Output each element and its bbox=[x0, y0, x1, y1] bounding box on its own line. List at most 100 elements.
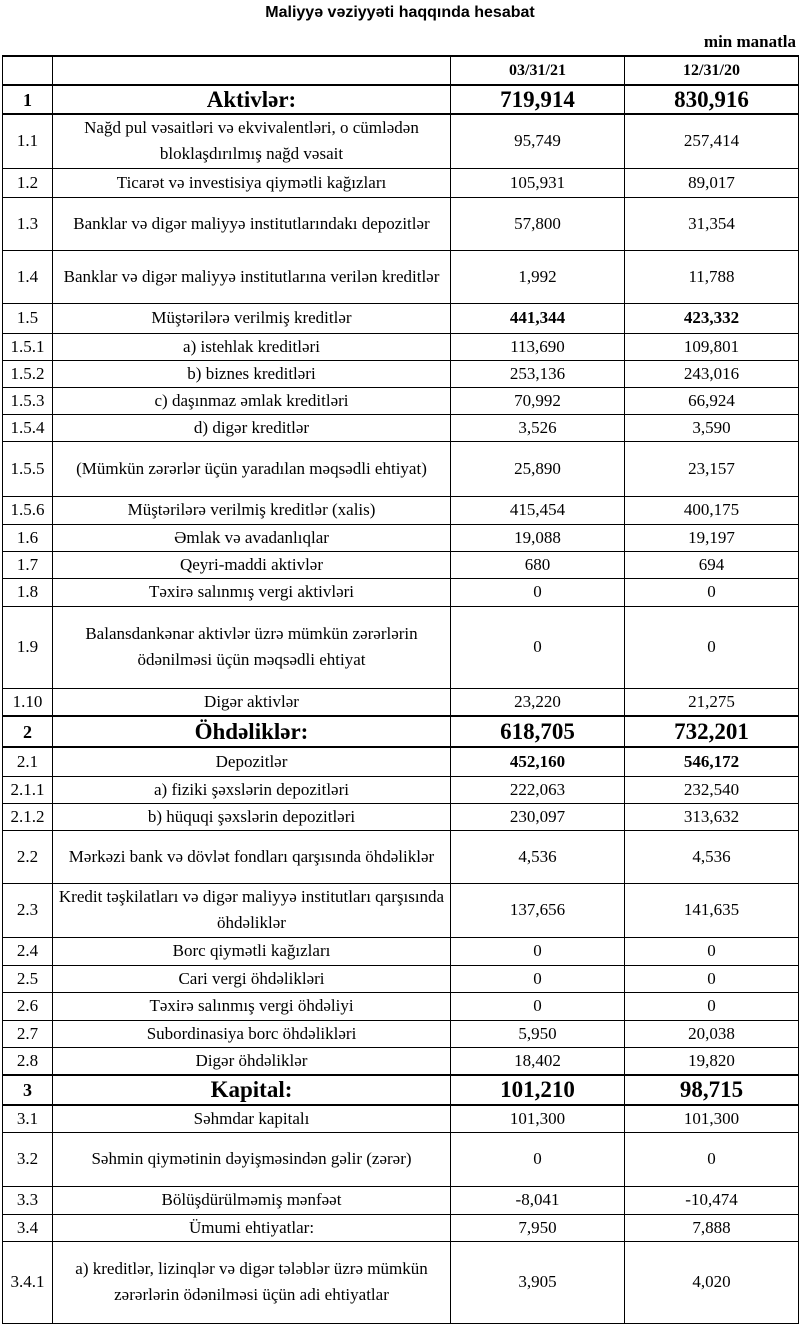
table-row: 1.5 Müştərilərə verilmiş kreditlər 441,344… bbox=[2, 302, 799, 334]
value-current: 95,749 bbox=[450, 113, 625, 169]
row-number: 1.5 bbox=[2, 302, 53, 334]
value-current: 230,097 bbox=[450, 802, 625, 831]
value-previous: 313,632 bbox=[624, 802, 799, 831]
row-label: Müştərilərə verilmiş kreditlər (xalis) bbox=[52, 495, 451, 525]
row-number: 1.7 bbox=[2, 550, 53, 579]
table-row: 2.2 Mərkəzi bank və dövlət fondları qarşı… bbox=[2, 829, 799, 884]
row-label: Borc qiymətli kağızları bbox=[52, 936, 451, 966]
row-label: Digər aktivlər bbox=[52, 687, 451, 717]
row-number: 1.9 bbox=[2, 605, 53, 689]
table-row: 2.7 Subordinasiya borc öhdəlikləri 5,950 20… bbox=[2, 1019, 799, 1048]
value-previous: 141,635 bbox=[624, 882, 799, 938]
row-label: Təxirə salınmış vergi aktivləri bbox=[52, 577, 451, 607]
row-number: 2 bbox=[2, 715, 53, 748]
row-number: 1.5.3 bbox=[2, 386, 53, 415]
value-previous: 23,157 bbox=[624, 440, 799, 497]
value-current: 105,931 bbox=[450, 167, 625, 198]
unit-label: min manatla bbox=[703, 32, 796, 51]
value-current: 3,526 bbox=[450, 413, 625, 442]
row-number: 2.3 bbox=[2, 882, 53, 938]
row-label: b) biznes kreditləri bbox=[52, 359, 451, 388]
value-previous: 31,354 bbox=[624, 196, 799, 251]
row-number: 3.3 bbox=[2, 1185, 53, 1215]
value-current: 618,705 bbox=[450, 715, 625, 748]
row-label: a) istehlak kreditləri bbox=[52, 332, 451, 361]
table-row: 3.2 Səhmin qiymətinin dəyişməsindən gəlir… bbox=[2, 1131, 799, 1187]
value-previous: 0 bbox=[624, 605, 799, 689]
table-row: 3.3 Bölüşdürülməmiş mənfəət -8,041 -10,474 bbox=[2, 1185, 799, 1215]
value-current: 18,402 bbox=[450, 1046, 625, 1075]
row-label: Balansdankənar aktivlər üzrə mümkün zərə… bbox=[52, 605, 451, 689]
header-number bbox=[2, 55, 53, 86]
value-previous: 3,590 bbox=[624, 413, 799, 442]
table-row: 1.4 Banklar və digər maliyyə institutları… bbox=[2, 249, 799, 304]
value-previous: 0 bbox=[624, 936, 799, 966]
table-row: 1.1 Nağd pul vəsaitləri və ekvivalentləri… bbox=[2, 113, 799, 169]
table-row: 2.8 Digər öhdəliklər 18,402 19,820 bbox=[2, 1046, 799, 1075]
row-number: 1.5.5 bbox=[2, 440, 53, 497]
row-number: 3 bbox=[2, 1073, 53, 1106]
header-item bbox=[52, 55, 451, 86]
value-current: 441,344 bbox=[450, 302, 625, 334]
row-number: 1.8 bbox=[2, 577, 53, 607]
value-current: 452,160 bbox=[450, 746, 625, 777]
table-row: 3.4 Ümumi ehtiyatlar: 7,950 7,888 bbox=[2, 1213, 799, 1242]
row-label: Səhmin qiymətinin dəyişməsindən gəlir (z… bbox=[52, 1131, 451, 1187]
row-number: 3.1 bbox=[2, 1104, 53, 1133]
value-previous: 732,201 bbox=[624, 715, 799, 748]
row-number: 1.5.1 bbox=[2, 332, 53, 361]
value-previous: 694 bbox=[624, 550, 799, 579]
row-number: 3.4.1 bbox=[2, 1240, 53, 1324]
table-row: 2.4 Borc qiymətli kağızları 0 0 bbox=[2, 936, 799, 966]
value-current: 25,890 bbox=[450, 440, 625, 497]
row-label: Kredit təşkilatları və digər maliyyə ins… bbox=[52, 882, 451, 938]
row-number: 3.4 bbox=[2, 1213, 53, 1242]
value-current: 0 bbox=[450, 605, 625, 689]
row-number: 1.5.4 bbox=[2, 413, 53, 442]
value-current: 0 bbox=[450, 964, 625, 993]
row-label: c) daşınmaz əmlak kreditləri bbox=[52, 386, 451, 415]
row-number: 1.1 bbox=[2, 113, 53, 169]
value-current: 5,950 bbox=[450, 1019, 625, 1048]
value-previous: 0 bbox=[624, 991, 799, 1021]
value-previous: 243,016 bbox=[624, 359, 799, 388]
balance-sheet-table: 03/31/21 12/31/20 1 Aktivlər: 719,914 830,9… bbox=[2, 55, 799, 1324]
value-current: 70,992 bbox=[450, 386, 625, 415]
row-number: 1.5.6 bbox=[2, 495, 53, 525]
value-current: 19,088 bbox=[450, 523, 625, 552]
value-previous: 20,038 bbox=[624, 1019, 799, 1048]
row-number: 1.10 bbox=[2, 687, 53, 717]
table-row: 2.6 Təxirə salınmış vergi öhdəliyi 0 0 bbox=[2, 991, 799, 1021]
row-label: Öhdəliklər: bbox=[52, 715, 451, 748]
row-label: Banklar və digər maliyyə institutlarında… bbox=[52, 196, 451, 251]
row-label: b) hüquqi şəxslərin depozitləri bbox=[52, 802, 451, 831]
row-label: a) kreditlər, lizinqlər və digər tələblə… bbox=[52, 1240, 451, 1324]
table-row: 3.1 Səhmdar kapitalı 101,300 101,300 bbox=[2, 1104, 799, 1133]
row-number: 1.4 bbox=[2, 249, 53, 304]
row-label: Kapital: bbox=[52, 1073, 451, 1106]
row-label: Mərkəzi bank və dövlət fondları qarşısın… bbox=[52, 829, 451, 884]
value-previous: 101,300 bbox=[624, 1104, 799, 1133]
row-number: 2.6 bbox=[2, 991, 53, 1021]
row-number: 3.2 bbox=[2, 1131, 53, 1187]
row-label: Ticarət və investisiya qiymətli kağızlar… bbox=[52, 167, 451, 198]
value-previous: -10,474 bbox=[624, 1185, 799, 1215]
value-previous: 19,197 bbox=[624, 523, 799, 552]
value-current: 3,905 bbox=[450, 1240, 625, 1324]
row-label: Qeyri-maddi aktivlər bbox=[52, 550, 451, 579]
value-current: 0 bbox=[450, 936, 625, 966]
value-previous: 66,924 bbox=[624, 386, 799, 415]
value-current: 680 bbox=[450, 550, 625, 579]
row-label: Banklar və digər maliyyə institutlarına … bbox=[52, 249, 451, 304]
row-number: 2.4 bbox=[2, 936, 53, 966]
value-current: 101,210 bbox=[450, 1073, 625, 1106]
header-date-current: 03/31/21 bbox=[450, 55, 625, 86]
value-previous: 830,916 bbox=[624, 84, 799, 115]
table-row: 1.5.6 Müştərilərə verilmiş kreditlər (xal… bbox=[2, 495, 799, 525]
table-row: 2.3 Kredit təşkilatları və digər maliyyə … bbox=[2, 882, 799, 938]
row-number: 2.7 bbox=[2, 1019, 53, 1048]
row-label: Təxirə salınmış vergi öhdəliyi bbox=[52, 991, 451, 1021]
value-previous: 546,172 bbox=[624, 746, 799, 777]
row-number: 1.2 bbox=[2, 167, 53, 198]
row-label: d) digər kreditlər bbox=[52, 413, 451, 442]
